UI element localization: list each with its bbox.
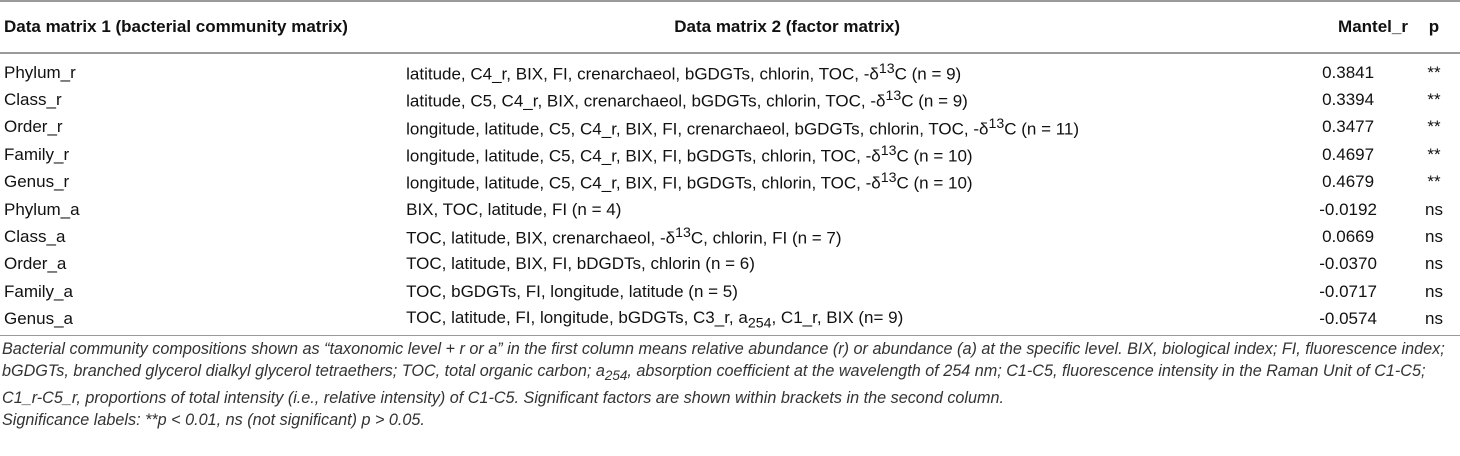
factor-text: TOC, latitude, BIX, FI, bDGDTs, chlorin … (406, 254, 755, 274)
mantel-r-cell: 0.3477 (1322, 117, 1375, 137)
header-data-matrix-2: Data matrix 2 (factor matrix) (406, 0, 1289, 54)
matrix-1-cell: Genus_r (4, 172, 70, 192)
isotope-superscript: 13 (880, 170, 897, 187)
header-data-matrix-1: Data matrix 1 (bacterial community matri… (0, 0, 407, 54)
table-row: Order_a TOC, latitude, BIX, FI, bDGDTs, … (0, 251, 1460, 278)
factor-cell: TOC, latitude, BIX, FI, bDGDTs, chlorin … (406, 251, 1288, 278)
factor-cell: latitude, C5, C4_r, BIX, crenarchaeol, b… (406, 86, 1288, 113)
matrix-1-cell: Phylum_r (4, 62, 76, 82)
matrix-1-cell: Order_r (4, 117, 63, 137)
factor-cell: longitude, latitude, C5, C4_r, BIX, FI, … (406, 141, 1288, 168)
p-cell: ** (1427, 62, 1441, 82)
p-cell: ** (1427, 90, 1441, 110)
mantel-r-cell: 0.4679 (1322, 172, 1375, 192)
p-cell: ** (1427, 117, 1441, 137)
factor-text: latitude, C5, C4_r, BIX, crenarchaeol, b… (406, 91, 886, 111)
table-footnote: Bacterial community compositions shown a… (2, 338, 1458, 431)
factor-text: longitude, latitude, C5, C4_r, BIX, FI, … (406, 119, 989, 139)
factor-text-end: C (n = 11) (1004, 119, 1080, 139)
p-cell: ns (1407, 305, 1460, 336)
isotope-superscript: 13 (675, 225, 691, 242)
mantel-r-cell: 0.3394 (1322, 90, 1375, 110)
mantel-r-cell: -0.0370 (1319, 254, 1377, 274)
factor-text: longitude, latitude, C5, C4_r, BIX, FI, … (406, 146, 881, 166)
factor-text: TOC, bGDGTs, FI, longitude, latitude (n … (406, 281, 738, 301)
p-cell: ** (1427, 172, 1441, 192)
factor-text-end: C (n = 10) (896, 146, 973, 166)
matrix-1-cell: Order_a (4, 254, 67, 274)
p-cell: ** (1427, 144, 1441, 164)
p-cell: ns (1425, 227, 1443, 247)
footnote-abbreviations: Bacterial community compositions shown a… (2, 338, 1458, 409)
table-row: Genus_a TOC, latitude, FI, longitude, bG… (0, 305, 1460, 336)
table-row: Family_r longitude, latitude, C5, C4_r, … (0, 141, 1460, 168)
isotope-superscript: 13 (885, 88, 902, 105)
matrix-1-cell: Class_a (4, 227, 66, 247)
matrix-1-cell: Class_r (4, 90, 62, 110)
footnote-significance: Significance labels: **p < 0.01, ns (not… (2, 411, 425, 430)
table-row: Order_r longitude, latitude, C5, C4_r, B… (0, 114, 1460, 141)
factor-text-end: C (n = 9) (894, 64, 962, 84)
factor-text: latitude, C4_r, BIX, FI, crenarchaeol, b… (406, 64, 879, 84)
mantel-r-cell: 0.0669 (1322, 227, 1375, 247)
factor-cell: longitude, latitude, C5, C4_r, BIX, FI, … (406, 114, 1288, 141)
matrix-1-cell: Family_a (4, 281, 73, 301)
factor-text-end: C (n = 10) (896, 174, 973, 194)
factor-cell: longitude, latitude, C5, C4_r, BIX, FI, … (406, 169, 1288, 196)
footnote-subscript: 254 (604, 368, 628, 384)
table-row: Genus_r longitude, latitude, C5, C4_r, B… (0, 169, 1460, 196)
factor-text-end: C (n = 9) (901, 91, 968, 111)
header-mantel-r: Mantel_r (1288, 0, 1408, 54)
factor-cell: BIX, TOC, latitude, FI (n = 4) (406, 196, 1288, 223)
factor-cell: TOC, bGDGTs, FI, longitude, latitude (n … (406, 278, 1288, 305)
factor-cell: TOC, latitude, BIX, crenarchaeol, -δ13C,… (406, 223, 1288, 250)
factor-cell: TOC, latitude, FI, longitude, bGDGTs, C3… (406, 305, 1289, 336)
p-cell: ns (1425, 199, 1443, 219)
factor-text: TOC, latitude, FI, longitude, bGDGTs, C3… (406, 307, 748, 327)
factor-cell: latitude, C4_r, BIX, FI, crenarchaeol, b… (406, 53, 1288, 86)
mantel-r-cell: 0.4697 (1322, 144, 1375, 164)
factor-text: BIX, TOC, latitude, FI (n = 4) (406, 199, 622, 219)
table-row: Class_r latitude, C5, C4_r, BIX, crenarc… (0, 86, 1460, 113)
factor-text: TOC, latitude, BIX, crenarchaeol, -δ (406, 228, 676, 248)
mantel-r-cell: 0.3841 (1322, 62, 1375, 82)
isotope-superscript: 13 (988, 115, 1005, 132)
factor-text-end: C, chlorin, FI (n = 7) (690, 228, 842, 248)
footnote-text: Bacterial community compositions shown a… (2, 340, 1445, 380)
footnote-text-cont: , absorption coefficient at the waveleng… (2, 362, 1426, 408)
table-row: Family_a TOC, bGDGTs, FI, longitude, lat… (0, 278, 1460, 305)
factor-text-end: , C1_r, BIX (n= 9) (771, 307, 904, 327)
p-cell: ns (1425, 254, 1443, 274)
p-cell: ns (1425, 281, 1443, 301)
mantel-r-cell: -0.0717 (1319, 281, 1377, 301)
isotope-superscript: 13 (878, 60, 895, 77)
wavelength-subscript: 254 (747, 314, 772, 331)
mantel-r-cell: -0.0192 (1319, 199, 1377, 219)
table-row: Class_a TOC, latitude, BIX, crenarchaeol… (0, 223, 1460, 250)
isotope-superscript: 13 (880, 143, 897, 160)
table-row: Phylum_r latitude, C4_r, BIX, FI, crenar… (0, 53, 1460, 86)
matrix-1-cell: Phylum_a (4, 199, 80, 219)
mantel-r-cell: -0.0574 (1288, 305, 1408, 336)
matrix-1-cell: Family_r (4, 144, 70, 164)
factor-text: longitude, latitude, C5, C4_r, BIX, FI, … (406, 174, 881, 194)
table-row: Phylum_a BIX, TOC, latitude, FI (n = 4) … (0, 196, 1460, 223)
header-p: p (1407, 0, 1460, 54)
header-row: Data matrix 1 (bacterial community matri… (0, 0, 1460, 54)
matrix-1-cell: Genus_a (0, 305, 407, 336)
mantel-test-table: Data matrix 1 (bacterial community matri… (0, 0, 1460, 336)
